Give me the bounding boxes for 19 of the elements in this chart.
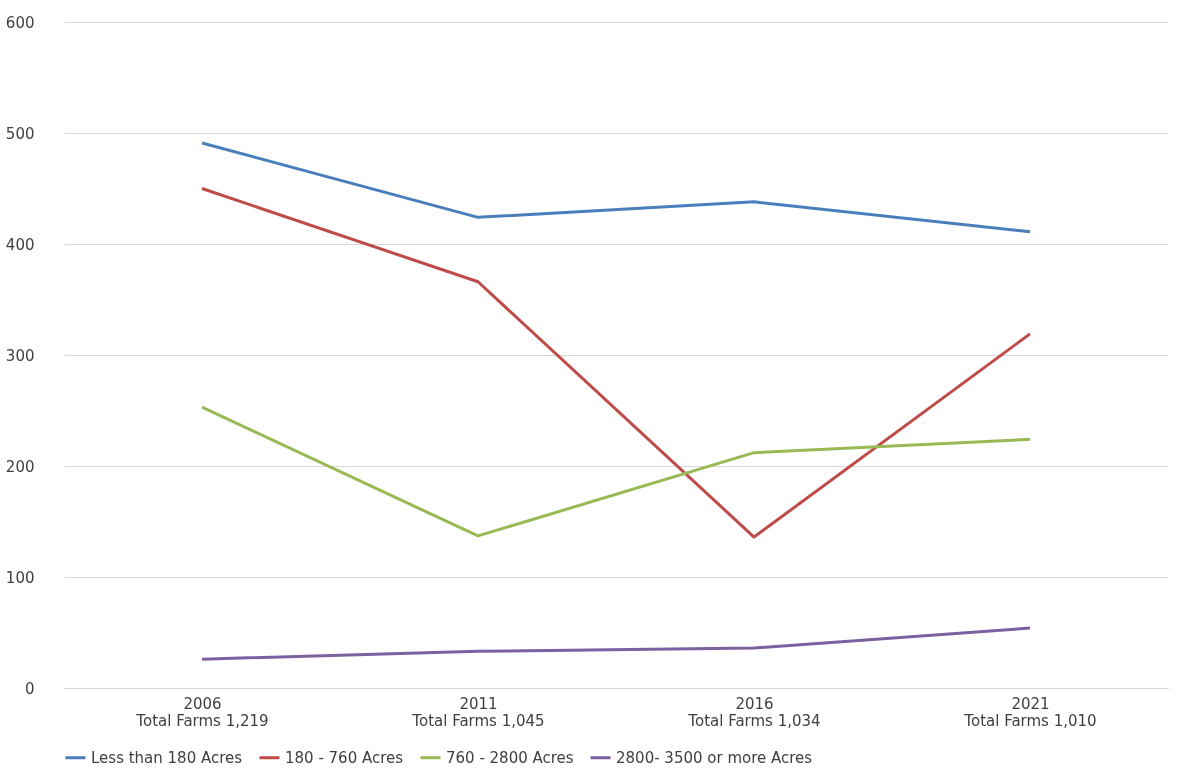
legend-label: Less than 180 Acres <box>91 748 243 767</box>
line-series <box>200 141 1032 234</box>
line-series <box>200 626 1032 661</box>
y-tick-label: 0 <box>24 679 35 698</box>
line-series <box>200 187 1032 539</box>
legend-label: 2800- 3500 or more Acres <box>616 748 813 767</box>
y-tick-label: 300 <box>5 346 35 365</box>
y-tick-label: 100 <box>5 568 35 587</box>
y-tick-label: 200 <box>5 457 35 476</box>
x-tick-label: 2021 Total Farms 1,010 <box>963 694 1097 730</box>
x-tick-label: 2016 Total Farms 1,034 <box>687 694 821 730</box>
y-tick-label: 400 <box>5 235 35 254</box>
legend-label: 180 - 760 Acres <box>285 748 404 767</box>
line-series <box>200 405 1032 538</box>
x-tick-label: 2011 Total Farms 1,045 <box>411 694 545 730</box>
x-tick-label: 2006 Total Farms 1,219 <box>135 694 269 730</box>
legend-label: 760 - 2800 Acres <box>446 748 574 767</box>
y-tick-label: 500 <box>5 124 35 143</box>
y-tick-label: 600 <box>5 13 35 32</box>
